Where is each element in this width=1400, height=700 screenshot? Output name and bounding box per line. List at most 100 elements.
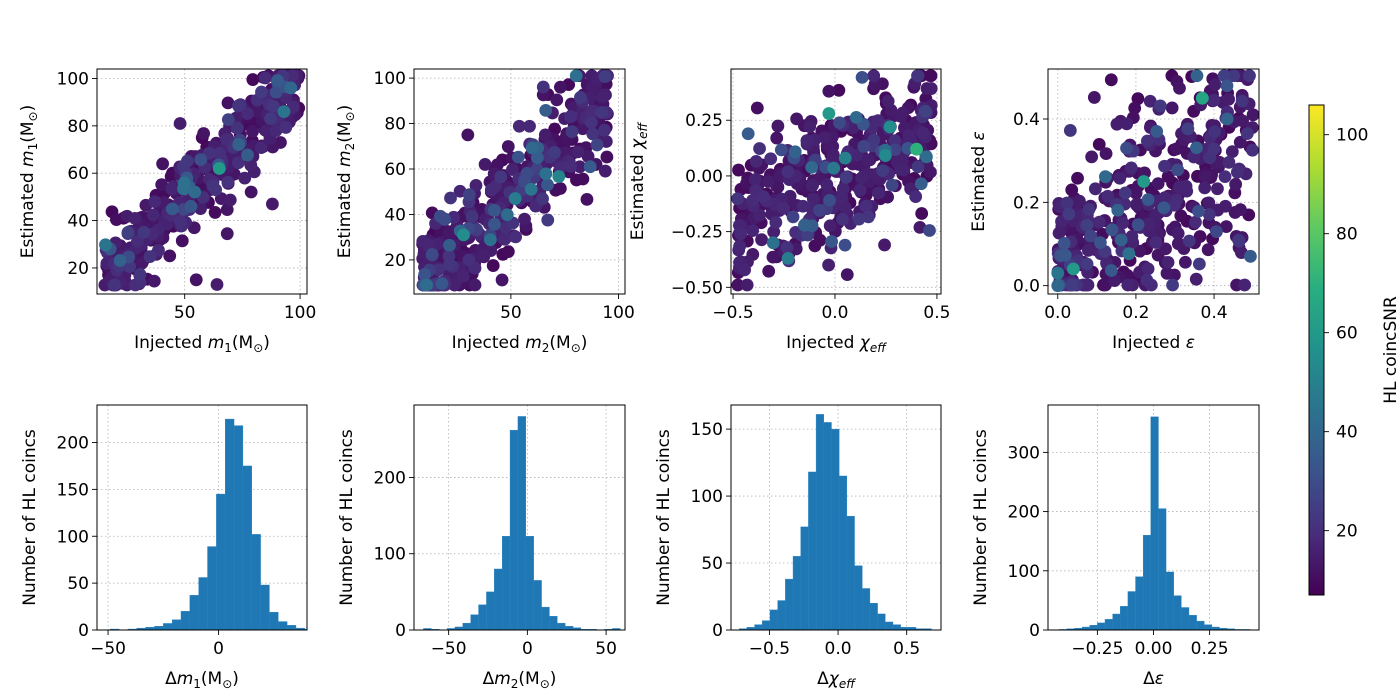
x-tick-label: 0 — [213, 639, 224, 659]
histogram-bar — [233, 425, 244, 630]
scatter-point — [462, 188, 476, 202]
scatter-point — [838, 151, 852, 165]
scatter-point — [552, 170, 566, 183]
histogram-bar — [1104, 619, 1113, 630]
colorbar-frame — [1308, 104, 1325, 596]
x-tick-label: 0.5 — [923, 303, 950, 323]
scatter-point — [1190, 69, 1204, 83]
scatter-point — [1160, 266, 1174, 280]
scatter-point — [1072, 194, 1086, 208]
x-tick-label: −50 — [431, 639, 467, 659]
scatter-point — [1220, 112, 1234, 126]
colorbar: 20 40 60 80 100 HL coincSNR — [1308, 104, 1400, 596]
scatter-point — [1178, 255, 1192, 269]
histogram-bar — [1089, 625, 1098, 630]
y-tick-label: 150 — [691, 420, 723, 440]
scatter-point — [1213, 155, 1226, 169]
y-tick-label: 0 — [78, 621, 89, 641]
scatter-point — [1065, 278, 1079, 292]
scatter-point — [550, 93, 564, 107]
scatter-point — [1141, 193, 1155, 207]
scatter-point — [762, 264, 776, 278]
scatter-point — [1233, 135, 1247, 149]
y-tick-label: 100 — [57, 69, 89, 89]
histogram-bar — [478, 604, 487, 630]
y-tick-label: 0 — [712, 621, 723, 641]
scatter-point — [180, 154, 194, 168]
scatter-point — [565, 125, 579, 139]
y-tick-label: 40 — [384, 205, 406, 225]
scatter-point — [916, 126, 930, 140]
scatter-point — [806, 192, 820, 206]
scatter-point — [188, 185, 202, 199]
chieff-scatter-panel: −0.5 0.0 0.5 −0.50 −0.25 0.00 0.25 Injected χef… — [628, 68, 950, 355]
scatter-point — [1110, 117, 1124, 131]
x-tick-label: −0.5 — [749, 639, 790, 659]
scatter-point — [246, 124, 259, 138]
scatter-point — [1129, 186, 1143, 200]
scatter-point — [1071, 171, 1084, 185]
histogram-bar — [154, 626, 164, 630]
scatter-point — [584, 116, 598, 129]
scatter-point — [738, 263, 751, 277]
histogram-bar — [278, 621, 288, 630]
x-axis-label: Δχeff — [817, 669, 856, 691]
scatter-point — [1222, 155, 1236, 169]
scatter-point — [1062, 207, 1076, 221]
scatter-point — [1225, 145, 1239, 159]
histogram-bar — [1158, 508, 1167, 630]
scatter-point — [1101, 189, 1115, 203]
histogram-bar — [808, 471, 817, 630]
axes-frame — [413, 404, 626, 631]
scatter-point — [1222, 92, 1235, 106]
scatter-point — [206, 179, 220, 193]
scatter-point — [774, 143, 788, 157]
scatter-point — [285, 69, 299, 83]
axes-frame — [730, 404, 942, 631]
scatter-point — [788, 145, 802, 159]
axes-frame — [96, 68, 308, 295]
y-tick-label: 0.00 — [685, 167, 723, 187]
scatter-point — [1150, 125, 1164, 138]
scatter-point — [1122, 247, 1136, 261]
scatter-point — [1098, 170, 1112, 184]
scatter-point — [420, 278, 434, 292]
scatter-point — [1052, 226, 1066, 240]
scatter-point — [1108, 274, 1122, 287]
scatter-point — [271, 74, 284, 87]
scatter-point — [488, 204, 501, 217]
scatter-point — [1238, 278, 1252, 292]
x-axis-label: Δm1(M⊙) — [165, 669, 239, 691]
scatter-point — [465, 210, 479, 223]
colorbar-tick-label: 100 — [1336, 126, 1368, 146]
scatter-point — [1104, 264, 1118, 277]
histogram-bar — [260, 584, 270, 630]
y-tick-label: 200 — [374, 468, 406, 488]
histogram-bar — [777, 600, 786, 630]
scatter-point — [595, 106, 609, 119]
y-tick-label: 100 — [374, 69, 406, 89]
scatter-point — [279, 121, 293, 134]
scatter-point — [156, 157, 170, 171]
scatter-point — [1173, 180, 1187, 194]
scatter-point — [220, 227, 234, 241]
x-tick-label: 100 — [284, 303, 316, 323]
scatter-point — [548, 122, 562, 136]
scatter-point — [1207, 142, 1221, 156]
scatter-point — [246, 73, 260, 86]
scatter-point — [1199, 170, 1212, 184]
scatter-point — [586, 127, 600, 141]
scatter-point — [121, 226, 135, 239]
y-axis-label: Estimated m2(M⊙) — [335, 105, 357, 259]
scatter-point — [530, 151, 544, 165]
histogram-bar — [1097, 622, 1106, 630]
scatter-point — [223, 193, 237, 207]
scatter-point — [1140, 273, 1154, 287]
x-axis-label: Injected χeff — [786, 333, 887, 355]
histogram-bar — [494, 568, 503, 630]
scatter-point — [1161, 255, 1175, 269]
scatter-point — [146, 208, 160, 222]
scatter-point — [748, 173, 762, 186]
y-axis-label: Number of HL coincs — [337, 429, 357, 606]
